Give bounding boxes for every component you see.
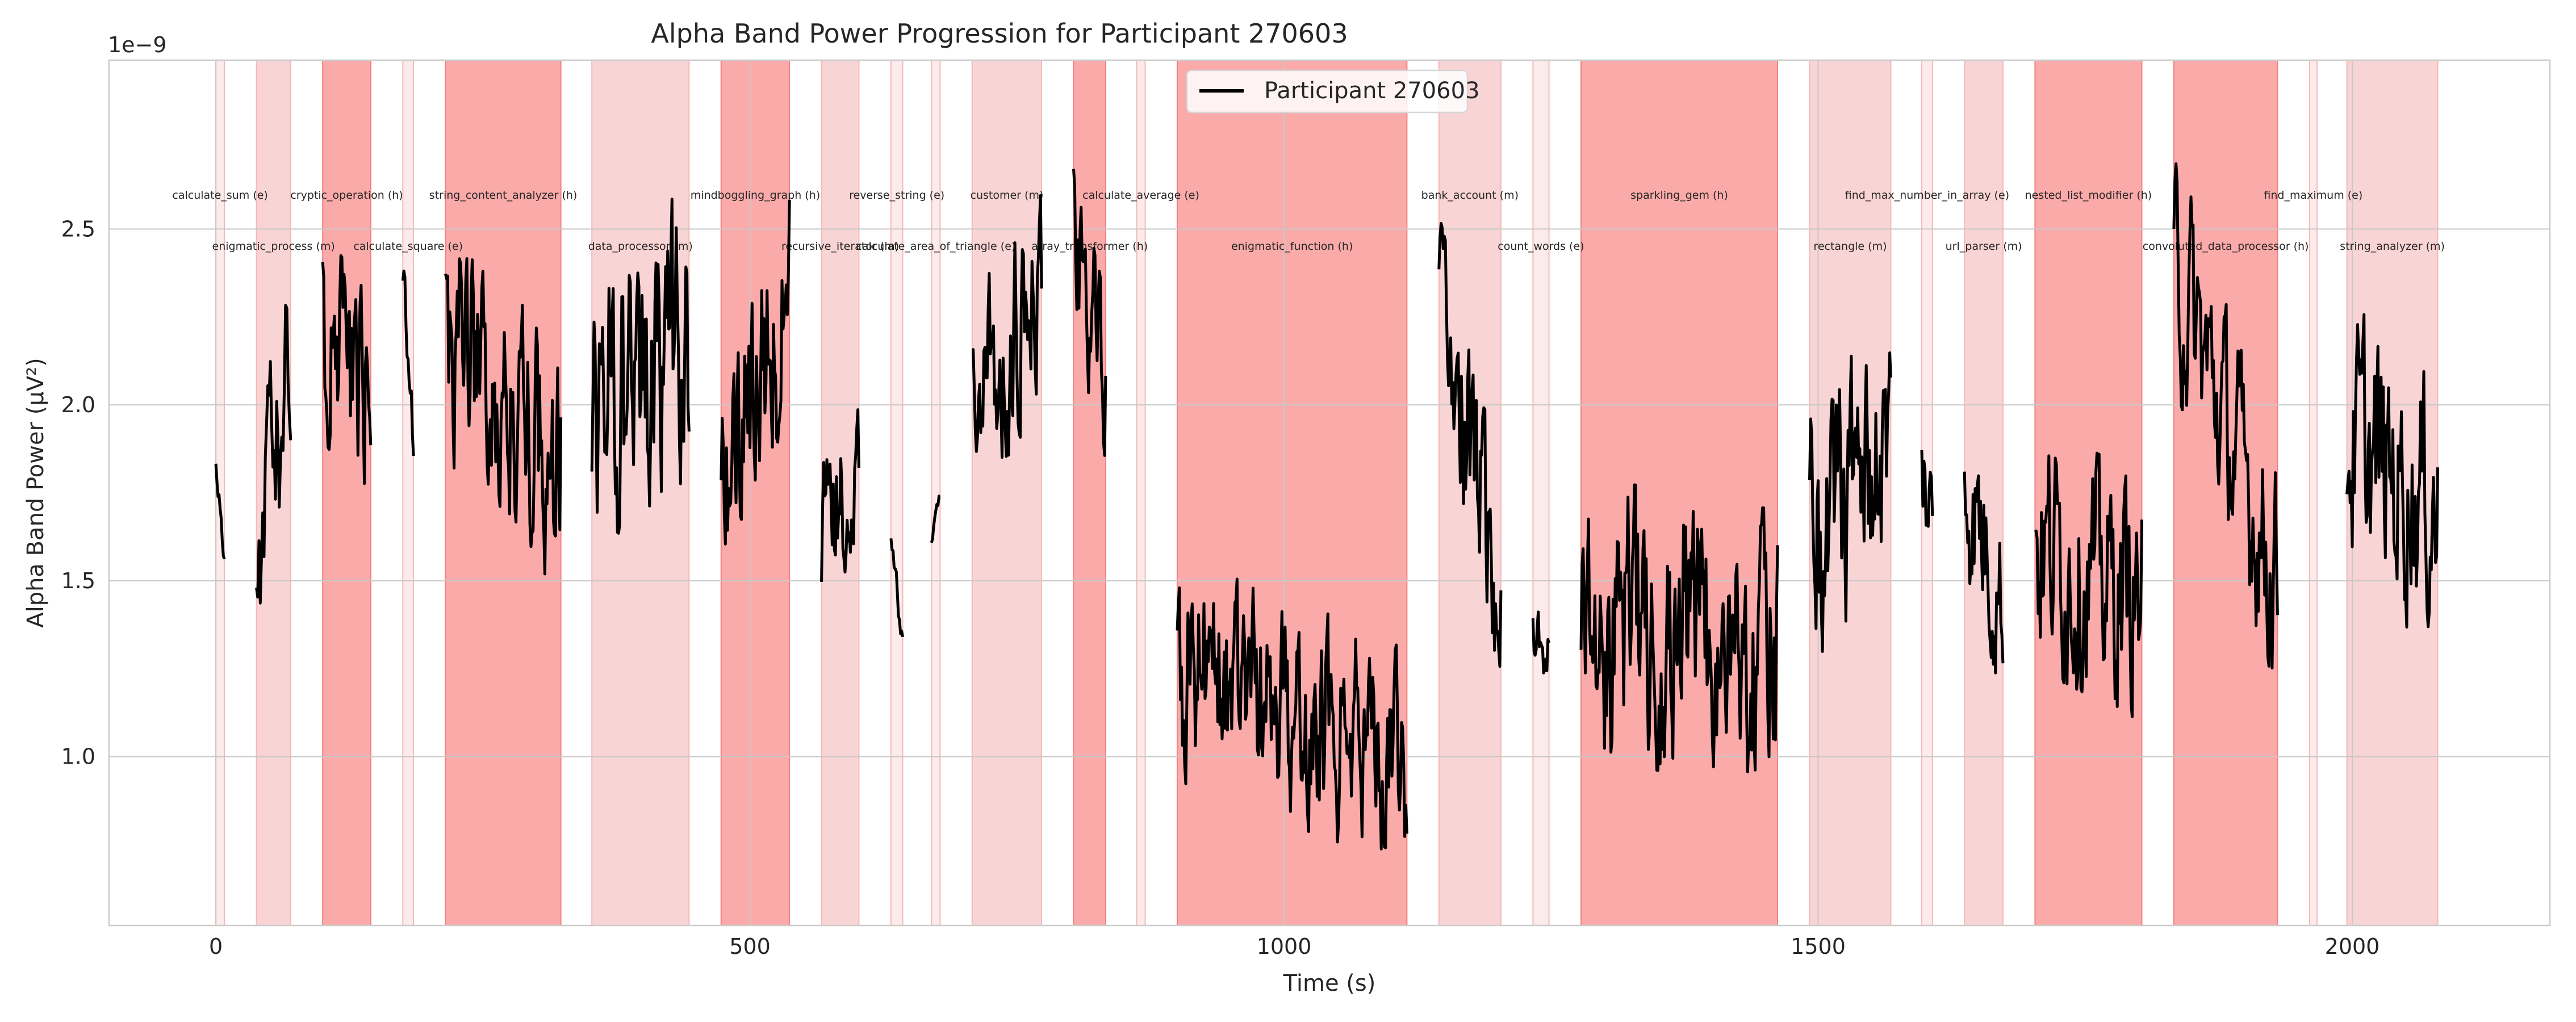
series-line xyxy=(2345,313,2439,629)
series-line xyxy=(590,198,691,535)
task-band xyxy=(1136,60,1145,925)
task-label: nested_list_modifier (h) xyxy=(2025,189,2152,202)
legend-box xyxy=(1186,69,1469,114)
task-band xyxy=(256,60,291,925)
task-band xyxy=(972,60,1042,925)
legend: Participant 270603 xyxy=(1186,69,1480,114)
task-label: rectangle (m) xyxy=(1813,240,1887,253)
task-band xyxy=(1533,60,1549,925)
task-band xyxy=(2309,60,2317,925)
task-label: bank_account (m) xyxy=(1421,189,1519,202)
task-label: enigmatic_process (m) xyxy=(212,240,335,253)
task-band xyxy=(931,60,940,925)
task-band xyxy=(216,60,225,925)
series-line xyxy=(1437,222,1503,668)
x-tick-label: 500 xyxy=(729,934,771,959)
x-axis-label: Time (s) xyxy=(1283,970,1376,996)
y-tick-label: 2.5 xyxy=(61,216,95,241)
task-label: mindboggling_graph (h) xyxy=(691,189,820,202)
series-line xyxy=(2172,162,2279,670)
task-label: recursive_iterator (m) xyxy=(781,240,899,253)
x-tick-label: 2000 xyxy=(2325,934,2380,959)
task-label: customer (m) xyxy=(971,189,1044,202)
series-line xyxy=(1072,169,1107,457)
y-tick-label: 1.0 xyxy=(61,744,95,769)
series-line xyxy=(255,304,292,605)
series-line xyxy=(401,269,415,456)
series-line xyxy=(972,194,1043,459)
series-line xyxy=(820,408,860,582)
task-label: convoluted_data_processor (h) xyxy=(2143,240,2309,253)
task-band xyxy=(403,60,414,925)
series-line xyxy=(1920,450,1934,528)
plot-area: calculate_sum (e) enigmatic_process (m) cr… xyxy=(108,59,2551,927)
x-tick-label: 1000 xyxy=(1257,934,1312,959)
series-line xyxy=(1531,610,1550,675)
task-label: enigmatic_function (h) xyxy=(1231,240,1353,253)
task-label: array_transformer (h) xyxy=(1031,240,1148,253)
series-line xyxy=(214,463,226,560)
task-band xyxy=(1580,60,1778,925)
task-band xyxy=(890,60,903,925)
task-band xyxy=(1073,60,1106,925)
task-label: find_maximum (e) xyxy=(2264,189,2362,202)
task-label: string_analyzer (m) xyxy=(2340,240,2445,253)
task-label: url_parser (m) xyxy=(1946,240,2022,253)
task-band xyxy=(1964,60,2003,925)
series-line xyxy=(1579,483,1779,773)
series-line xyxy=(2034,451,2143,718)
y-offset-label: 1e−9 xyxy=(108,32,167,57)
task-label: sparkling_gem (h) xyxy=(1630,189,1728,202)
task-band xyxy=(323,60,371,925)
task-label: find_max_number_in_array (e) xyxy=(1845,189,2009,202)
x-tick-label: 1500 xyxy=(1791,934,1846,959)
series-line xyxy=(1963,471,2005,675)
series-line xyxy=(720,199,791,546)
task-label: count_words (e) xyxy=(1498,240,1584,253)
series-line xyxy=(1176,577,1408,851)
task-label: reverse_string (e) xyxy=(849,189,944,202)
series-line xyxy=(889,538,905,638)
y-axis-label: Alpha Band Power (µV²) xyxy=(23,358,49,628)
plot-frame xyxy=(108,59,2551,927)
task-label: calculate_sum (e) xyxy=(172,189,267,202)
task-label: cryptic_operation (h) xyxy=(290,189,403,202)
chart-title: Alpha Band Power Progression for Partici… xyxy=(651,18,1348,49)
series-line xyxy=(321,254,373,485)
x-tick-label: 0 xyxy=(209,934,223,959)
y-axis: 1.0 1.5 2.0 2.5 xyxy=(61,216,95,769)
y-tick-label: 1.5 xyxy=(61,568,95,593)
task-label: calculate_area_of_triangle (e) xyxy=(856,240,1015,253)
task-labels: calculate_sum (e) enigmatic_process (m) cr… xyxy=(172,189,2445,253)
task-label: data_processor (m) xyxy=(588,240,693,253)
task-label: string_content_analyzer (h) xyxy=(429,189,578,202)
task-band xyxy=(721,60,790,925)
task-band xyxy=(592,60,689,925)
legend-entry: Participant 270603 xyxy=(1264,78,1480,104)
task-label: calculate_average (e) xyxy=(1082,189,1199,202)
task-band xyxy=(1438,60,1501,925)
series-line xyxy=(1808,351,1892,654)
series-lines xyxy=(214,162,2439,851)
series-line xyxy=(930,495,940,543)
series-line xyxy=(444,257,563,576)
y-tick-label: 2.0 xyxy=(61,392,95,417)
task-label: calculate_square (e) xyxy=(353,240,463,253)
x-axis: 0 500 1000 1500 2000 xyxy=(209,934,2380,959)
task-band xyxy=(1921,60,1933,925)
